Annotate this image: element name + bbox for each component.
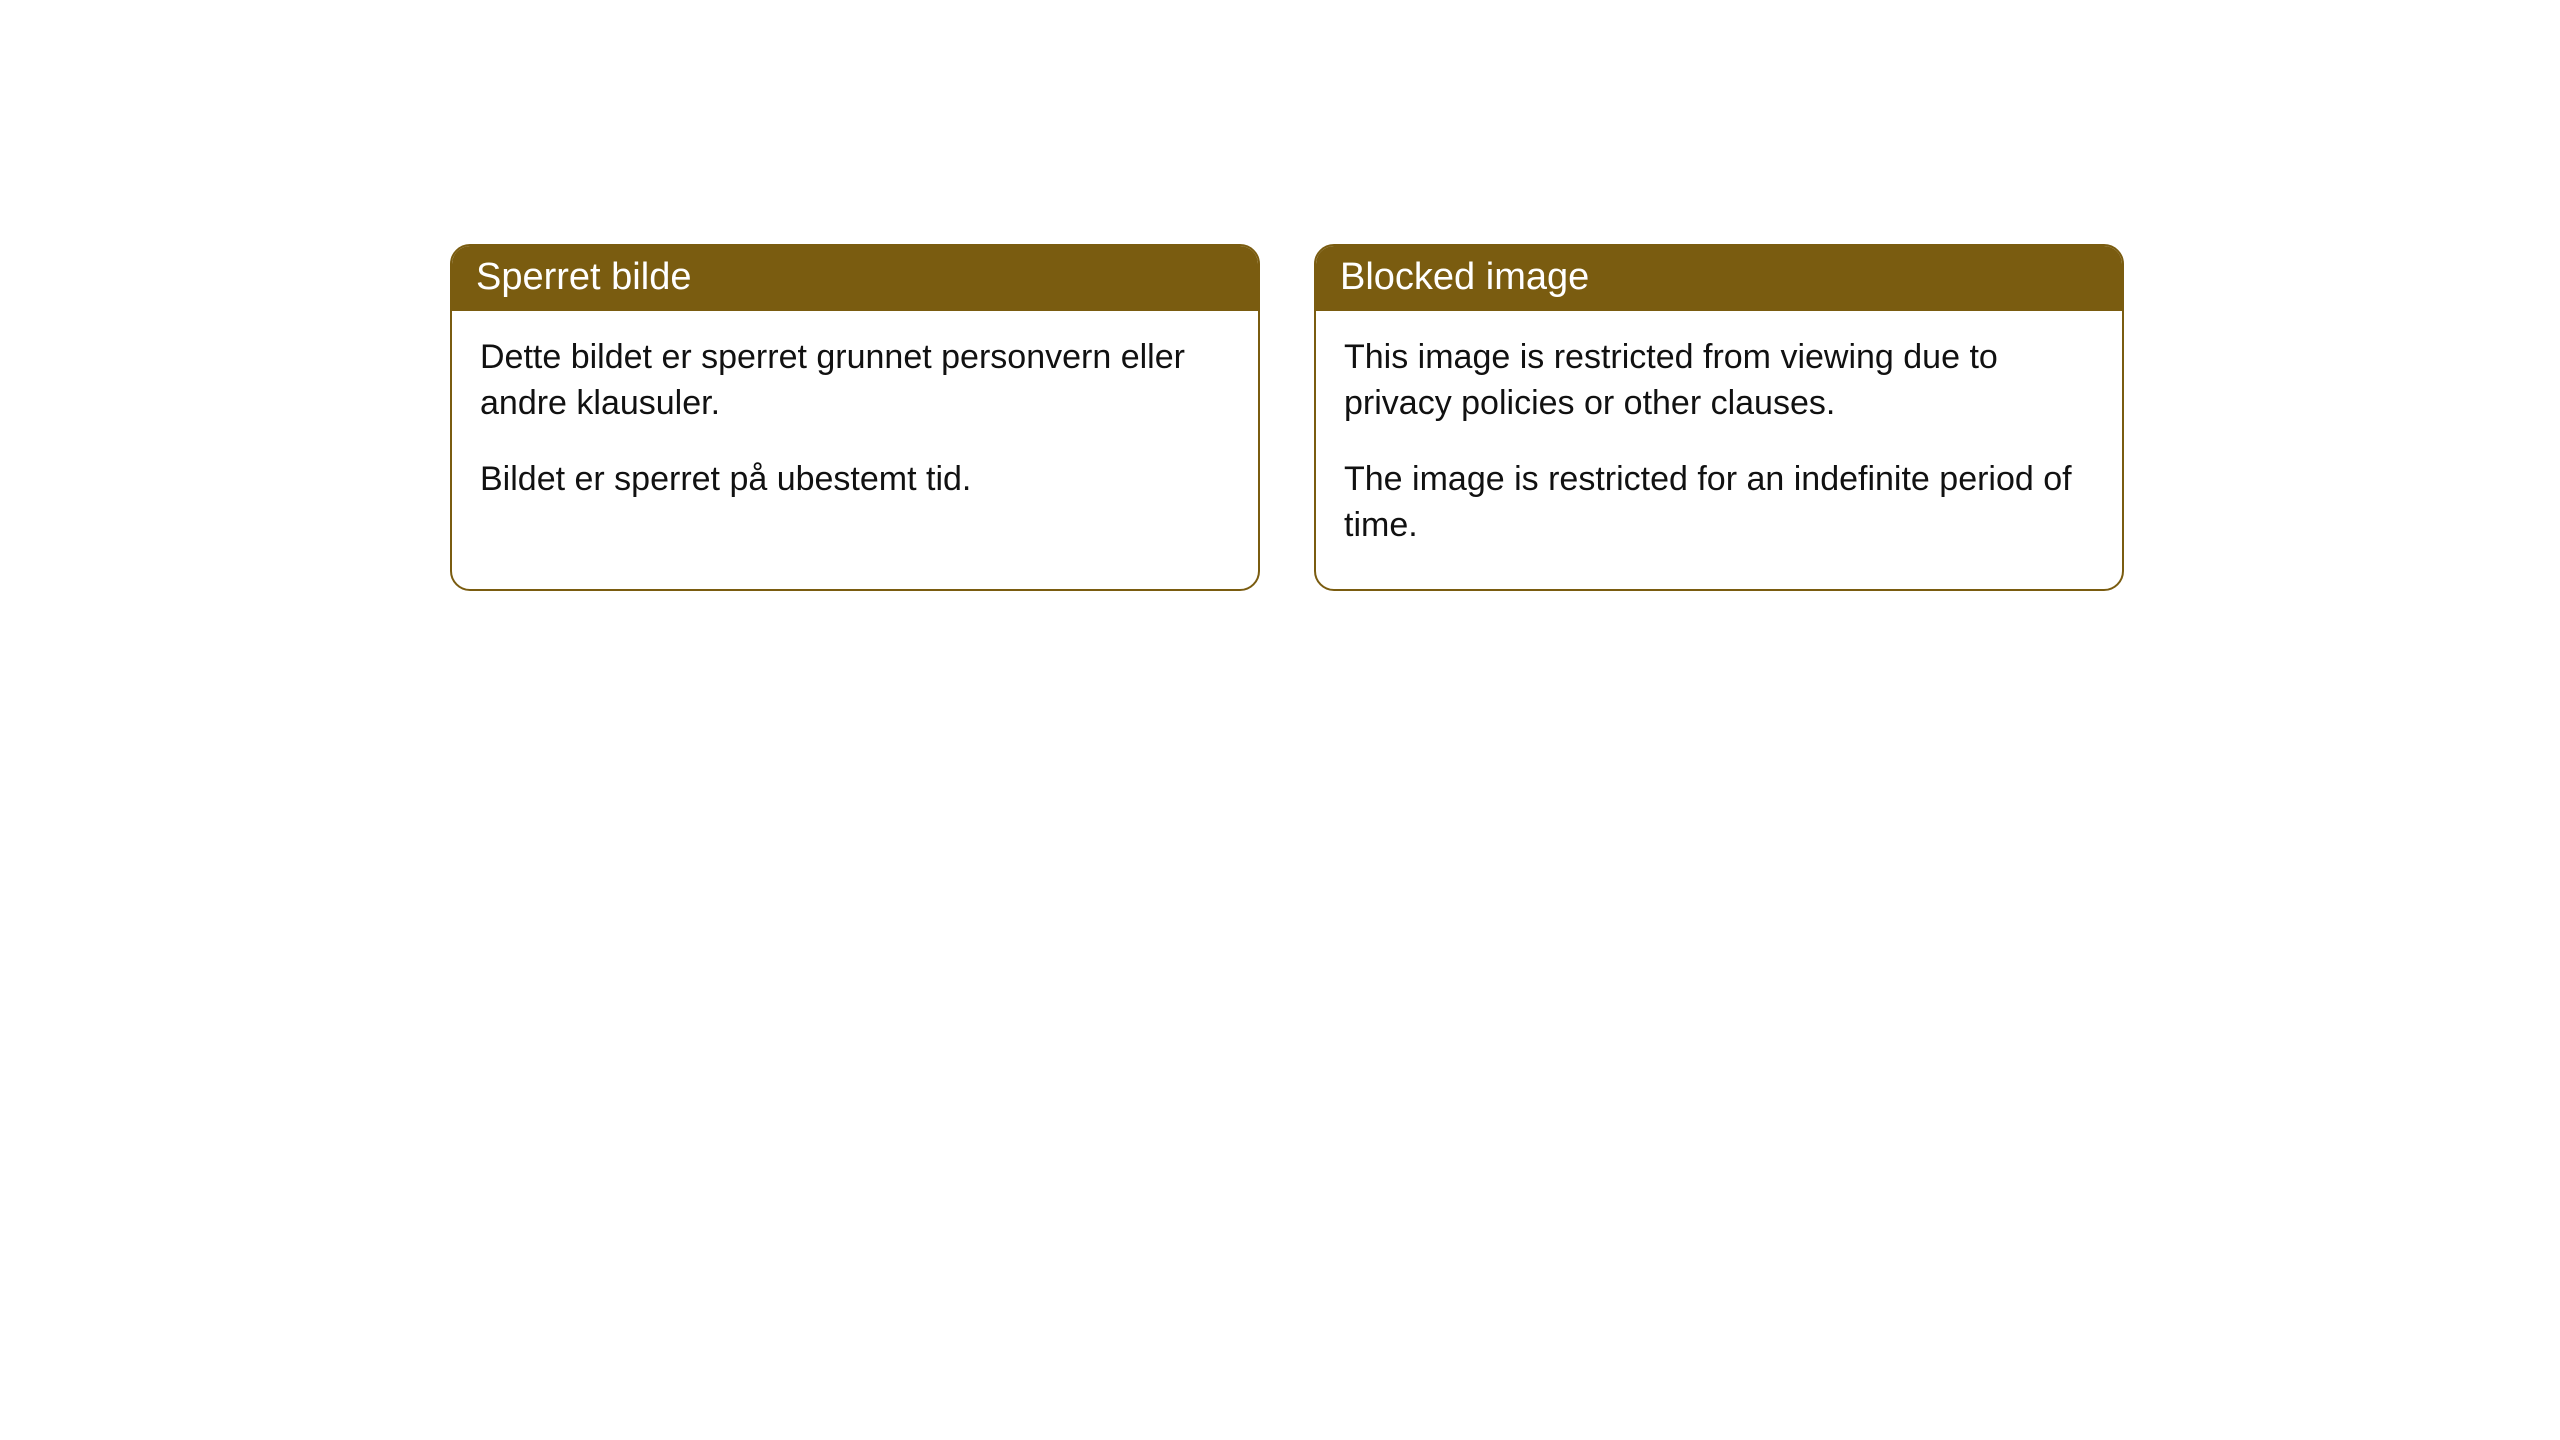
blocked-image-cards: Sperret bilde Dette bildet er sperret gr… bbox=[450, 244, 2560, 591]
blocked-image-card-english: Blocked image This image is restricted f… bbox=[1314, 244, 2124, 591]
card-paragraph: This image is restricted from viewing du… bbox=[1344, 335, 2094, 427]
card-paragraph: Bildet er sperret på ubestemt tid. bbox=[480, 457, 1230, 503]
card-body: Dette bildet er sperret grunnet personve… bbox=[452, 311, 1258, 543]
card-paragraph: Dette bildet er sperret grunnet personve… bbox=[480, 335, 1230, 427]
card-header: Blocked image bbox=[1316, 246, 2122, 311]
card-header: Sperret bilde bbox=[452, 246, 1258, 311]
blocked-image-card-norwegian: Sperret bilde Dette bildet er sperret gr… bbox=[450, 244, 1260, 591]
card-paragraph: The image is restricted for an indefinit… bbox=[1344, 457, 2094, 549]
card-body: This image is restricted from viewing du… bbox=[1316, 311, 2122, 589]
